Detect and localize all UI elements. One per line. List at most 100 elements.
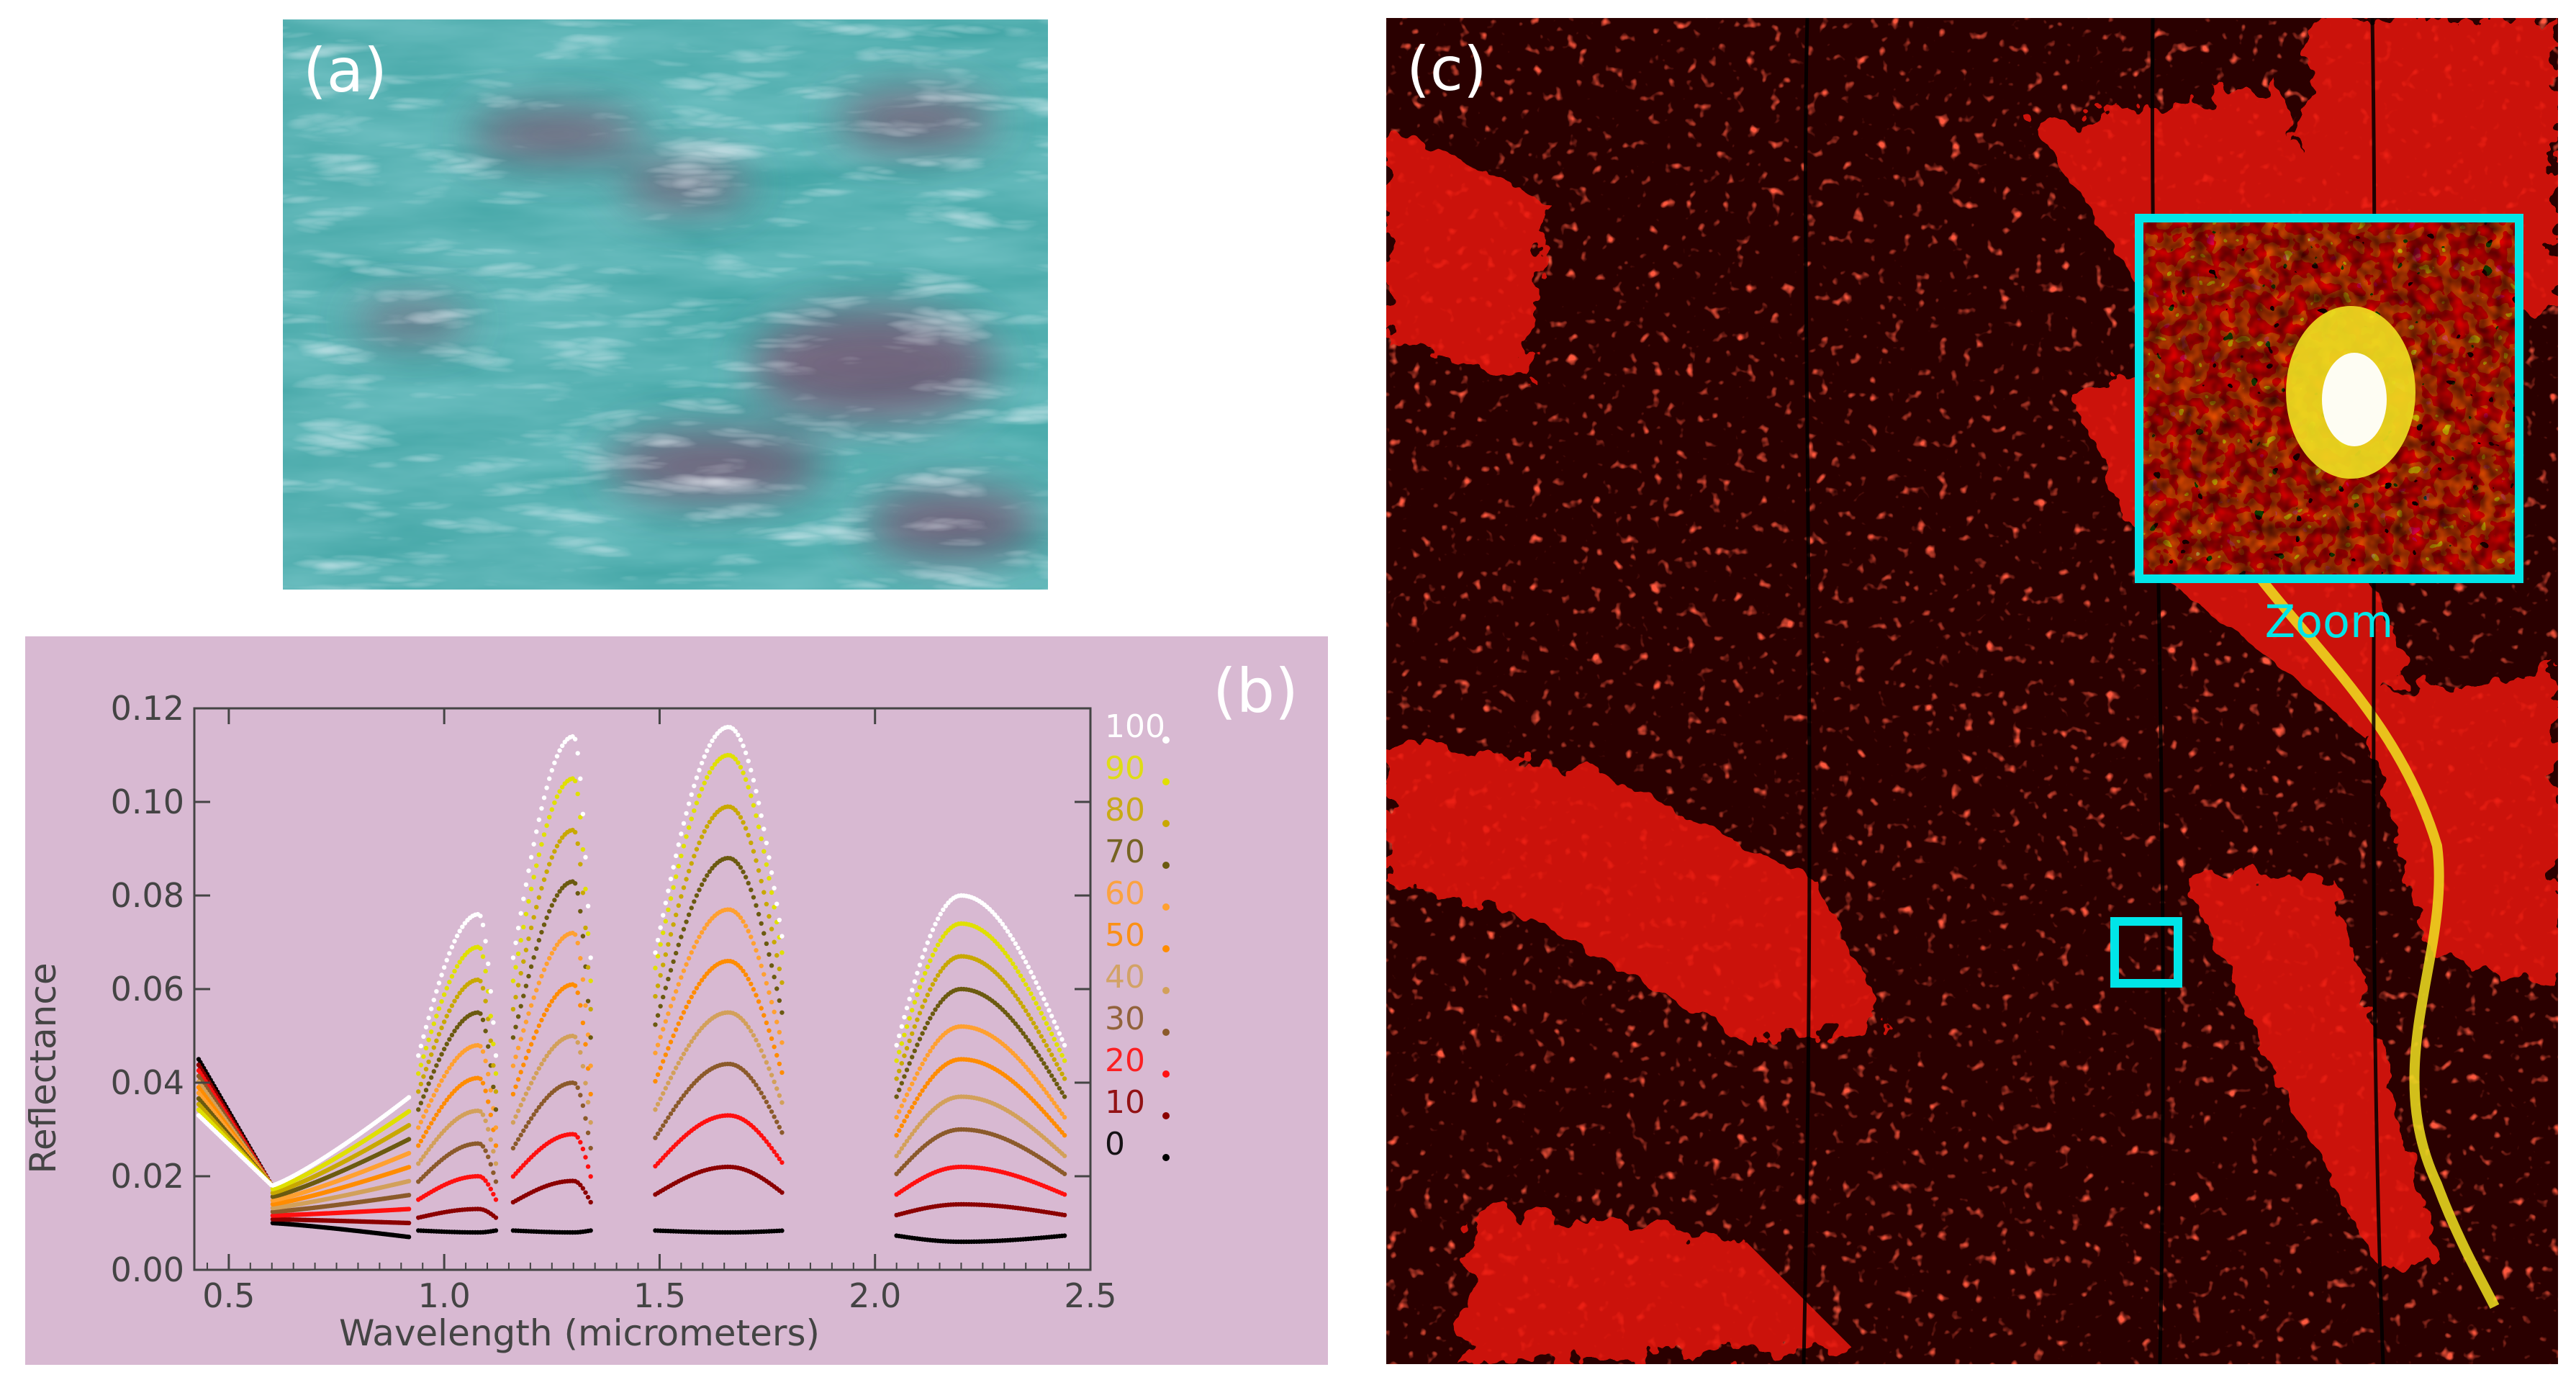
point (774, 986, 779, 991)
point (925, 1081, 930, 1086)
point (907, 1038, 912, 1044)
y-tick-label: 0.06 (111, 970, 184, 1009)
point (547, 956, 552, 961)
point (513, 1141, 518, 1147)
legend-entry-90: 90 (1105, 750, 1145, 787)
point (539, 929, 544, 935)
point (547, 908, 552, 914)
point (733, 757, 738, 762)
point (588, 1174, 593, 1179)
point (767, 1066, 772, 1071)
point (441, 1101, 447, 1106)
point (655, 983, 661, 988)
point (917, 985, 923, 990)
point (1034, 1077, 1039, 1082)
point (585, 1194, 591, 1200)
point (1026, 1068, 1031, 1073)
point (749, 1075, 754, 1081)
point (909, 988, 915, 993)
point (733, 728, 738, 734)
point (920, 1088, 925, 1093)
point (1026, 1038, 1031, 1043)
point (684, 919, 689, 924)
point (769, 870, 774, 875)
point (894, 1042, 899, 1048)
point (510, 978, 516, 983)
point (1057, 1066, 1062, 1072)
point (686, 956, 692, 961)
point (572, 736, 578, 741)
panel-b-label: (b) (1213, 656, 1298, 726)
point (673, 1065, 679, 1070)
point (909, 1081, 915, 1086)
point (480, 1081, 486, 1086)
point (764, 980, 769, 986)
point (585, 903, 591, 908)
point (676, 1060, 681, 1066)
point (902, 1142, 907, 1147)
point (518, 938, 523, 943)
point (922, 1057, 928, 1062)
point (943, 903, 949, 908)
point (434, 1063, 439, 1068)
point (510, 1063, 516, 1068)
point (777, 1156, 782, 1162)
point (1034, 1049, 1039, 1055)
point (539, 806, 544, 811)
point (705, 775, 710, 780)
point (777, 1061, 782, 1067)
point (1036, 985, 1041, 991)
point (1013, 965, 1018, 970)
point (894, 1076, 899, 1081)
point (421, 1054, 426, 1059)
point (541, 1012, 547, 1017)
point (741, 1018, 746, 1023)
point (738, 764, 744, 770)
point (554, 844, 560, 849)
point (779, 1190, 785, 1195)
point (1031, 1073, 1036, 1079)
point (666, 976, 671, 982)
point (673, 1027, 679, 1032)
point (679, 1096, 684, 1101)
point (436, 1032, 442, 1037)
point (699, 787, 705, 792)
point (575, 1085, 580, 1091)
point (928, 1016, 933, 1021)
point (935, 916, 941, 921)
oil-map: Zoom (c) (1386, 18, 2558, 1364)
point (1052, 1019, 1057, 1024)
point (1034, 1025, 1039, 1030)
point (483, 1058, 488, 1064)
point (515, 1077, 521, 1082)
point (575, 791, 580, 797)
point (917, 962, 923, 967)
point (679, 934, 684, 939)
point (521, 896, 526, 901)
point (681, 821, 687, 826)
point (559, 743, 565, 749)
point (426, 1059, 431, 1065)
point (692, 944, 697, 949)
point (1029, 1070, 1034, 1075)
point (769, 890, 774, 895)
point (692, 1035, 697, 1040)
ocean-photo-panel: (a) (283, 19, 1048, 590)
point (777, 998, 782, 1003)
point (764, 840, 769, 846)
point (686, 825, 692, 830)
point (897, 1050, 902, 1055)
point (777, 1124, 782, 1130)
point (653, 1078, 658, 1084)
point (1026, 1012, 1031, 1017)
point (1059, 1052, 1065, 1058)
point (583, 1042, 588, 1047)
point (528, 925, 534, 931)
point (578, 776, 583, 781)
point (578, 814, 583, 820)
point (928, 958, 933, 963)
point (681, 926, 687, 932)
point (429, 1052, 434, 1057)
point (539, 1101, 544, 1106)
point (426, 1147, 431, 1152)
